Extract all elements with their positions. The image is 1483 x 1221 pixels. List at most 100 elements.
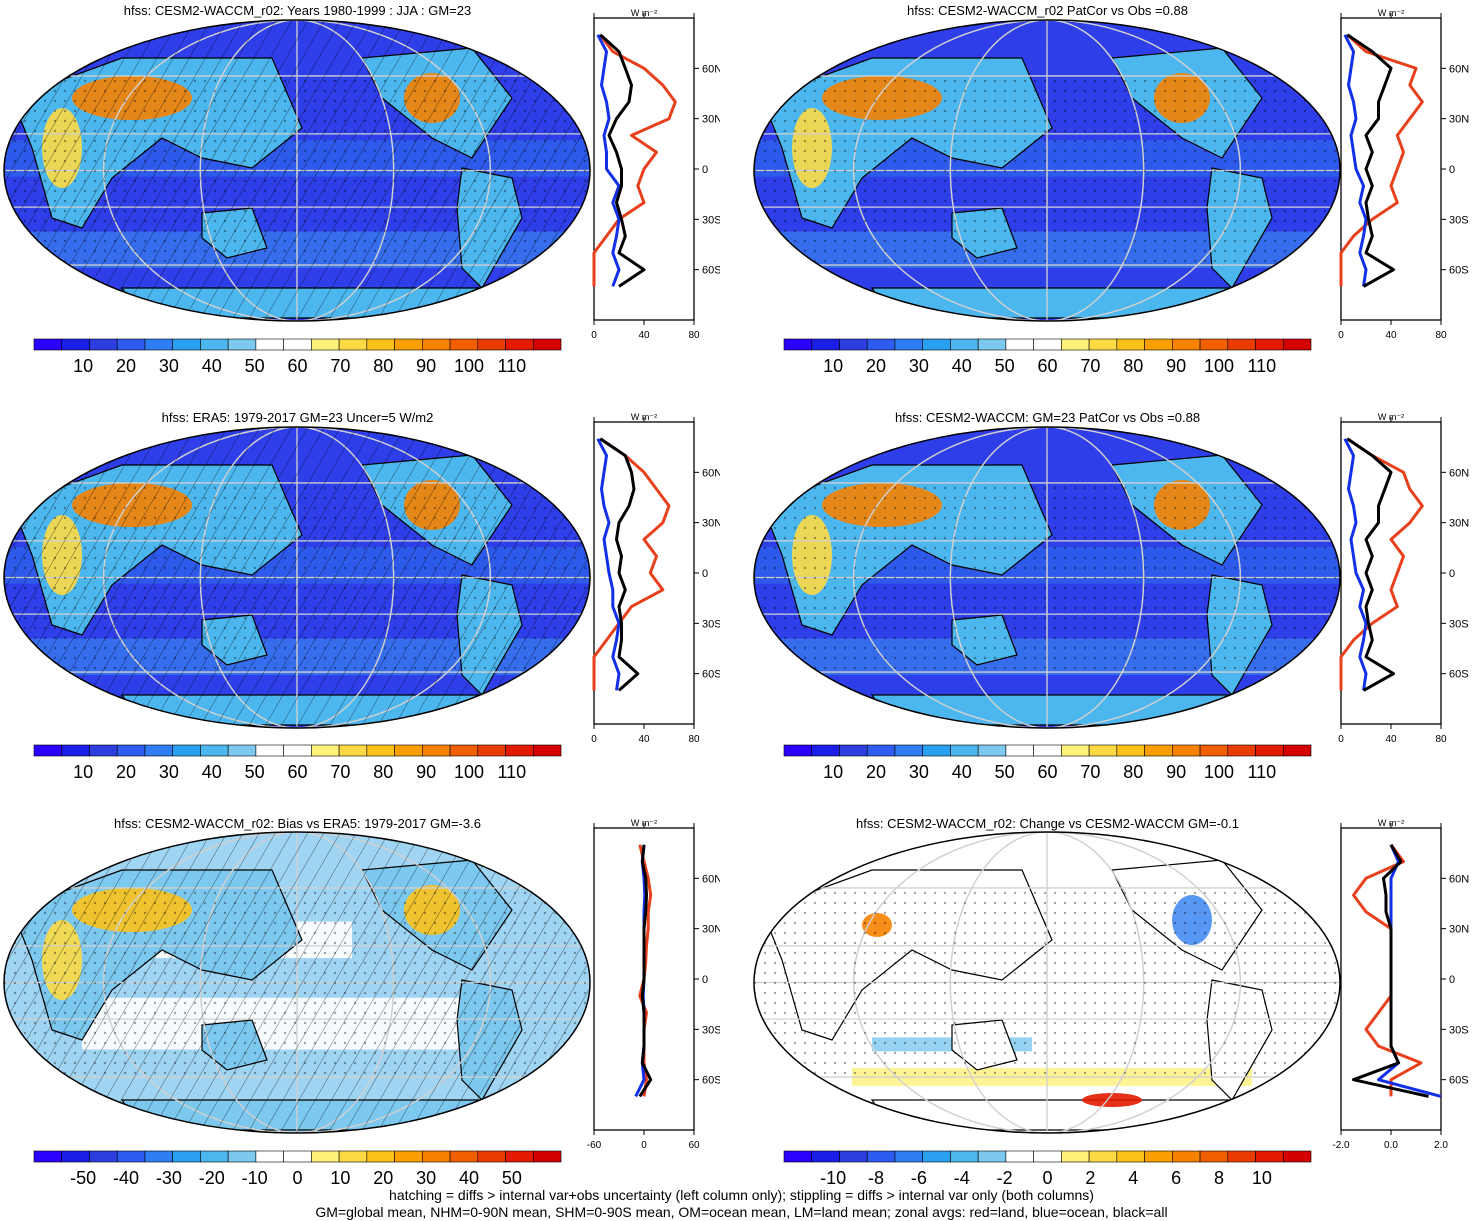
colorbar-swatch (477, 744, 506, 757)
x-tick-label: 40 (1385, 734, 1397, 745)
x-tick-label: 0 (591, 330, 597, 341)
colorbar-swatch (532, 1150, 562, 1163)
zonal-series-land (1352, 843, 1423, 1097)
colorbar-swatch (783, 338, 813, 351)
colorbar-swatch (1199, 744, 1229, 757)
colorbar-label: 70 (1080, 762, 1100, 782)
x-tick-label: 40 (638, 330, 650, 341)
colorbar-3: 10 20 30 40 50 60 70 80 90 100 110 (33, 744, 562, 782)
lat-tick-label: 30S (702, 1024, 720, 1036)
x-tick-label: 60 (688, 1140, 700, 1151)
lat-tick-label: 60N (1449, 467, 1469, 479)
lat-tick-label: 30N (702, 114, 720, 126)
zonal-series-ocean (596, 34, 621, 287)
colorbar-swatch (255, 1150, 284, 1163)
colorbar-swatch (116, 744, 146, 757)
lat-tick-label: 30S (1449, 214, 1469, 226)
stippling-overlay (754, 891, 1340, 1074)
colorbar-swatch (144, 338, 173, 351)
colorbar-swatch (144, 1150, 173, 1163)
colorbar-swatch (394, 338, 423, 351)
colorbar-swatch (1088, 338, 1118, 351)
colorbar-label: 40 (202, 356, 222, 376)
lat-tick-label: 0 (702, 164, 708, 176)
colorbar-label: 80 (1123, 356, 1143, 376)
lat-tick-label: 60S (1449, 669, 1469, 681)
zonal-series-all (599, 437, 640, 692)
colorbar-swatch (977, 744, 1007, 757)
colorbar-swatch (839, 1150, 868, 1163)
zonal-series-land (1339, 437, 1424, 691)
colorbar-label: 10 (330, 1168, 350, 1188)
colorbar-label: -6 (911, 1168, 927, 1188)
colorbar-4: 10 20 30 40 50 60 70 80 90 100 110 (783, 744, 1312, 782)
colorbar-label: -30 (156, 1168, 182, 1188)
colorbar-label: 110 (497, 762, 526, 782)
colorbar-swatch (1033, 1150, 1062, 1163)
colorbar-swatch (227, 744, 257, 757)
colorbar-swatch (477, 1150, 506, 1163)
colorbar-swatch (1282, 338, 1312, 351)
lat-tick-label: 60S (1449, 265, 1469, 277)
colorbar-label: 100 (454, 762, 484, 782)
colorbar-swatch (89, 744, 118, 757)
colorbar-swatch (505, 744, 534, 757)
colorbar-swatch (1061, 744, 1090, 757)
colorbar-label: -40 (113, 1168, 139, 1188)
colorbar-swatch (338, 1150, 368, 1163)
colorbar-label: 20 (866, 356, 886, 376)
colorbar-swatch (532, 338, 562, 351)
colorbar-swatch (839, 338, 868, 351)
colorbar-swatch (172, 338, 201, 351)
colorbar-swatch (1088, 744, 1118, 757)
colorbar-swatch (366, 338, 395, 351)
colorbar-swatch (866, 338, 896, 351)
lat-tick-label: 60N (702, 467, 720, 479)
colorbar-label: 30 (416, 1168, 436, 1188)
lat-tick-label: 60S (702, 265, 720, 277)
colorbar-5: -50 -40 -30 -20 -10 0 10 20 30 40 50 (33, 1150, 562, 1188)
colorbar-swatch (1255, 744, 1284, 757)
colorbar-label: -10 (820, 1168, 846, 1188)
zonal-series-all (1346, 437, 1395, 692)
zonal-series-all (599, 33, 646, 288)
colorbar-label: -8 (868, 1168, 884, 1188)
colorbar-swatch (33, 744, 63, 757)
colorbar-label: 6 (1171, 1168, 1181, 1188)
colorbar-label: 50 (502, 1168, 522, 1188)
colorbar-swatch (1172, 1150, 1201, 1163)
colorbar-label: 0 (292, 1168, 302, 1188)
colorbar-swatch (894, 1150, 923, 1163)
colorbar-swatch (255, 338, 284, 351)
colorbar-swatch (1061, 338, 1090, 351)
colorbar-label: 60 (287, 356, 307, 376)
x-tick-label: 80 (688, 330, 700, 341)
x-tick-label: 0 (1338, 734, 1344, 745)
map-panel-2 (753, 19, 1341, 322)
colorbar-swatch (1033, 338, 1062, 351)
zonal-series-all (1346, 33, 1395, 288)
colorbar-swatch (1005, 338, 1034, 351)
colorbar-label: 30 (909, 356, 929, 376)
colorbar-label: 40 (952, 762, 972, 782)
colorbar-1: 10 20 30 40 50 60 70 80 90 100 110 (33, 338, 562, 376)
x-tick-label: -60 (587, 1140, 602, 1151)
lat-tick-label: 0 (1449, 568, 1455, 580)
colorbar-swatch (839, 744, 868, 757)
colorbar-swatch (283, 338, 312, 351)
colorbar-label: 30 (909, 762, 929, 782)
panel-title-6: hfss: CESM2-WACCM_r02: Change vs CESM2-W… (856, 816, 1239, 831)
colorbar-label: 50 (245, 356, 265, 376)
colorbar-swatch (811, 1150, 840, 1163)
colorbar-label: -4 (954, 1168, 970, 1188)
zonal-series-ocean (596, 438, 621, 691)
stippling-overlay (754, 486, 1340, 669)
x-tick-label: 0 (591, 734, 597, 745)
lat-tick-label: 30S (702, 214, 720, 226)
continent-outline (870, 287, 1233, 319)
x-tick-label: 80 (1435, 734, 1447, 745)
map-border (3, 831, 591, 1134)
